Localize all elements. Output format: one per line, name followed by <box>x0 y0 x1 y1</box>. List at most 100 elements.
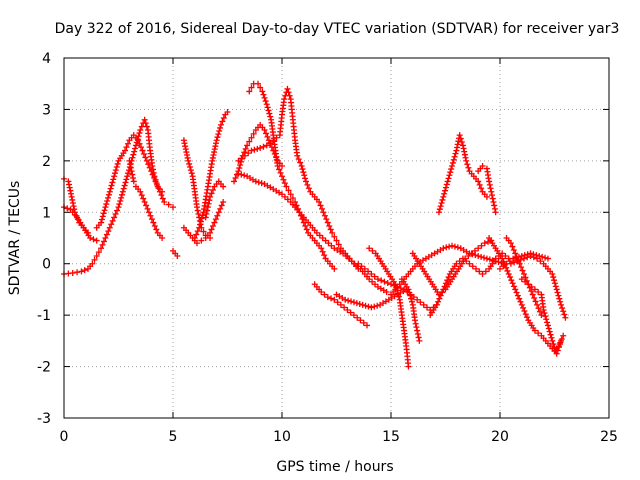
data-point <box>437 203 444 210</box>
data-point <box>461 151 468 158</box>
data-point <box>550 341 557 348</box>
data-point <box>321 212 328 219</box>
data-point <box>159 235 166 241</box>
data-point <box>348 298 355 305</box>
data-point <box>485 238 492 245</box>
data-point <box>318 205 325 212</box>
data-point <box>87 235 94 241</box>
data-point <box>302 175 309 182</box>
data-point <box>361 265 368 272</box>
data-point <box>235 170 242 177</box>
data-point <box>165 201 172 208</box>
data-point <box>448 166 455 173</box>
data-point <box>98 245 105 252</box>
data-point <box>267 113 274 120</box>
data-point <box>302 223 309 229</box>
data-point <box>217 124 224 131</box>
data-point <box>479 163 486 169</box>
data-point <box>521 308 528 315</box>
data-point <box>529 291 536 298</box>
data-point <box>112 170 119 177</box>
data-point <box>329 229 336 236</box>
data-point <box>98 219 105 226</box>
data-point <box>100 238 107 245</box>
data-point <box>241 172 248 179</box>
data-point <box>305 185 312 192</box>
data-point <box>371 273 378 280</box>
data-point <box>274 163 281 169</box>
data-point <box>449 242 456 249</box>
data-point <box>106 224 113 231</box>
data-point <box>423 304 430 311</box>
data-point <box>514 292 521 299</box>
data-point <box>511 259 518 266</box>
data-point <box>122 179 129 186</box>
data-point <box>537 258 544 265</box>
data-point <box>350 312 357 319</box>
data-point <box>536 308 543 315</box>
data-point <box>146 164 153 171</box>
data-point <box>208 190 215 197</box>
data-point <box>242 145 249 152</box>
data-point <box>558 301 565 308</box>
data-point <box>218 202 225 209</box>
data-point <box>220 183 227 190</box>
data-point <box>111 173 118 180</box>
data-point <box>131 148 138 155</box>
data-point <box>124 173 131 180</box>
data-point <box>109 217 116 224</box>
data-point <box>446 243 453 250</box>
data-point <box>66 181 73 188</box>
data-point <box>141 116 148 123</box>
data-point <box>194 228 201 235</box>
data-point <box>286 92 293 99</box>
data-point <box>406 289 413 296</box>
data-point <box>197 221 204 228</box>
data-point <box>518 301 525 308</box>
data-point <box>118 194 125 201</box>
data-point <box>416 337 423 344</box>
data-point <box>435 298 442 305</box>
data-point <box>454 144 461 151</box>
data-point <box>554 347 561 354</box>
data-point <box>516 295 523 302</box>
data-point <box>69 200 76 207</box>
data-point <box>188 170 195 177</box>
data-point <box>202 214 209 221</box>
data-point <box>142 120 149 127</box>
data-point <box>539 253 546 260</box>
data-point <box>553 350 560 357</box>
data-point <box>104 197 111 204</box>
data-point <box>122 147 129 154</box>
data-point <box>478 185 485 192</box>
data-point <box>281 96 288 103</box>
data-point <box>217 121 224 128</box>
data-point <box>300 169 307 176</box>
data-point <box>100 210 107 217</box>
data-point <box>445 274 452 281</box>
data-point <box>554 289 561 296</box>
data-point <box>127 164 134 171</box>
data-point <box>331 233 338 240</box>
data-point <box>515 253 522 260</box>
data-point <box>528 283 535 290</box>
data-point <box>138 192 145 199</box>
data-point <box>321 291 328 298</box>
data-point <box>199 212 206 219</box>
data-point <box>277 169 284 176</box>
data-point <box>255 179 262 186</box>
data-point <box>513 289 520 296</box>
data-point <box>499 255 506 262</box>
y-tick-label: 0 <box>42 257 51 273</box>
data-point <box>207 193 214 200</box>
data-point <box>248 134 255 141</box>
data-point <box>285 89 292 96</box>
data-point <box>281 180 288 187</box>
data-point <box>369 247 376 254</box>
data-point <box>263 130 270 137</box>
data-point <box>535 330 542 337</box>
data-point <box>417 299 424 306</box>
data-point <box>512 250 519 257</box>
data-point <box>302 178 309 185</box>
